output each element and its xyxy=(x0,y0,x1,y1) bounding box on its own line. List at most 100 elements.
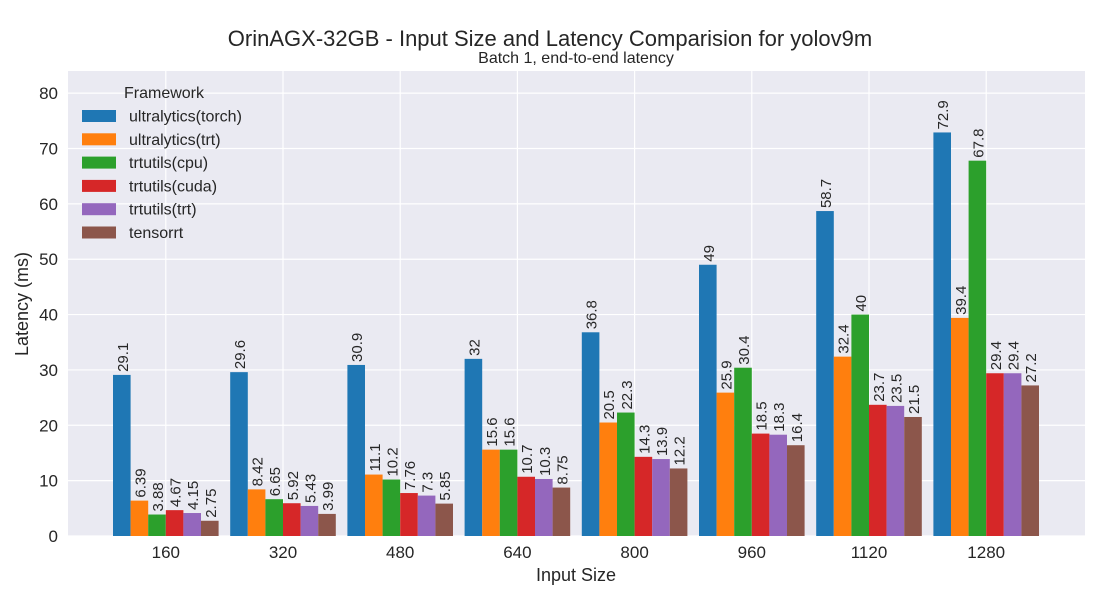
bar-value-label: 10.3 xyxy=(537,447,554,476)
bar-value-label: 2.75 xyxy=(203,489,220,518)
bar-value-label: 15.6 xyxy=(502,417,519,446)
legend-swatch xyxy=(82,156,116,169)
bar-value-label: 30.4 xyxy=(736,336,753,365)
bar-value-label: 7.3 xyxy=(420,472,437,493)
x-tick-label: 320 xyxy=(269,543,297,562)
bar xyxy=(716,392,735,536)
bar xyxy=(986,373,1004,536)
bar-value-label: 25.9 xyxy=(718,360,735,389)
bar-value-label: 18.3 xyxy=(771,402,788,431)
bar xyxy=(113,374,131,536)
bar xyxy=(183,513,201,536)
bar xyxy=(699,264,717,536)
legend-label: ultralytics(trt) xyxy=(129,132,221,149)
bar-value-label: 10.2 xyxy=(384,447,401,476)
bar-labels: 29.1 29.6 30.9 32 36.8 49 58.7 72.9 6.39 8.42 11.1… xyxy=(115,100,1040,518)
y-axis-ticks: 0 10 20 30 40 50 60 70 80 xyxy=(39,84,58,546)
bar-value-label: 20.5 xyxy=(601,390,618,419)
y-tick-label: 80 xyxy=(39,84,58,103)
bar xyxy=(400,493,418,536)
legend-swatch xyxy=(82,110,116,122)
bar-value-label: 21.5 xyxy=(906,385,923,414)
bar xyxy=(1003,373,1022,536)
bar-value-label: 13.9 xyxy=(654,427,671,456)
bar-value-label: 39.4 xyxy=(953,286,970,315)
bar xyxy=(382,479,401,536)
bar xyxy=(265,499,283,536)
legend-swatch xyxy=(82,226,116,239)
bar-value-label: 29.6 xyxy=(232,340,249,369)
bar-value-label: 6.65 xyxy=(267,467,284,496)
x-tick-label: 1280 xyxy=(967,543,1005,562)
bar-value-label: 10.7 xyxy=(519,445,536,474)
legend-label: trtutils(cpu) xyxy=(129,155,208,172)
bar-value-label: 29.1 xyxy=(115,343,132,372)
bar xyxy=(816,211,834,536)
bar-value-label: 7.76 xyxy=(402,461,419,490)
bar xyxy=(617,412,635,536)
bar xyxy=(1021,385,1039,536)
bar-value-label: 29.4 xyxy=(988,341,1005,370)
y-tick-label: 60 xyxy=(39,195,58,214)
bar-value-label: 30.9 xyxy=(349,333,366,362)
bar-value-label: 8.42 xyxy=(250,457,267,486)
bar-value-label: 32 xyxy=(466,339,483,356)
bar-value-label: 8.75 xyxy=(554,455,571,484)
bars xyxy=(113,132,1039,537)
bar xyxy=(283,503,301,536)
y-tick-label: 10 xyxy=(39,472,58,491)
legend-label: ultralytics(torch) xyxy=(129,109,242,126)
bar-value-label: 18.5 xyxy=(754,401,771,430)
bar-value-label: 3.99 xyxy=(320,482,337,511)
bar-value-label: 4.67 xyxy=(168,478,185,507)
bar xyxy=(652,459,670,536)
bar-value-label: 16.4 xyxy=(789,413,806,442)
y-tick-label: 40 xyxy=(39,306,58,325)
bar xyxy=(734,367,752,536)
bar xyxy=(365,474,383,536)
legend-label: tensorrt xyxy=(129,225,184,242)
legend-swatch xyxy=(82,179,116,192)
chart-subtitle: Batch 1, end-to-end latency xyxy=(478,50,674,67)
x-tick-label: 640 xyxy=(503,543,531,562)
x-tick-label: 160 xyxy=(152,543,180,562)
y-tick-label: 0 xyxy=(49,527,58,546)
x-axis-ticks: 160 320 480 640 800 960 1120 1280 xyxy=(152,543,1006,562)
bar xyxy=(968,160,987,536)
bar xyxy=(851,314,869,536)
bar xyxy=(417,495,436,536)
bar-value-label: 23.7 xyxy=(871,373,888,402)
y-tick-label: 50 xyxy=(39,250,58,269)
bar xyxy=(904,416,922,536)
x-tick-label: 800 xyxy=(620,543,648,562)
bar xyxy=(951,317,969,536)
bar xyxy=(130,500,149,536)
legend-title: Framework xyxy=(124,85,205,102)
y-axis-label: Latency (ms) xyxy=(12,252,32,356)
bar-value-label: 14.3 xyxy=(636,425,653,454)
bar-value-label: 29.4 xyxy=(1006,341,1023,370)
bar xyxy=(581,332,600,536)
bar xyxy=(230,372,248,536)
bar xyxy=(886,405,905,536)
bar xyxy=(933,132,951,537)
bar xyxy=(552,487,571,536)
bar-value-label: 5.85 xyxy=(437,471,454,500)
legend-label: trtutils(trt) xyxy=(129,202,197,219)
bar-value-label: 49 xyxy=(701,245,718,262)
bar xyxy=(669,468,688,536)
bar-value-label: 11.1 xyxy=(367,443,384,471)
bar-value-label: 5.92 xyxy=(285,471,302,500)
bar xyxy=(318,513,336,536)
bar xyxy=(300,505,319,536)
legend: Framework ultralytics(torch) ultralytics(… xyxy=(82,85,242,242)
bar-value-label: 32.4 xyxy=(836,324,853,353)
bar xyxy=(499,449,518,536)
bar-value-label: 58.7 xyxy=(818,179,835,208)
bar-value-label: 4.15 xyxy=(185,481,202,510)
x-tick-label: 1120 xyxy=(851,543,888,562)
bar xyxy=(787,445,805,536)
bar xyxy=(482,449,500,536)
x-tick-label: 480 xyxy=(386,543,414,562)
